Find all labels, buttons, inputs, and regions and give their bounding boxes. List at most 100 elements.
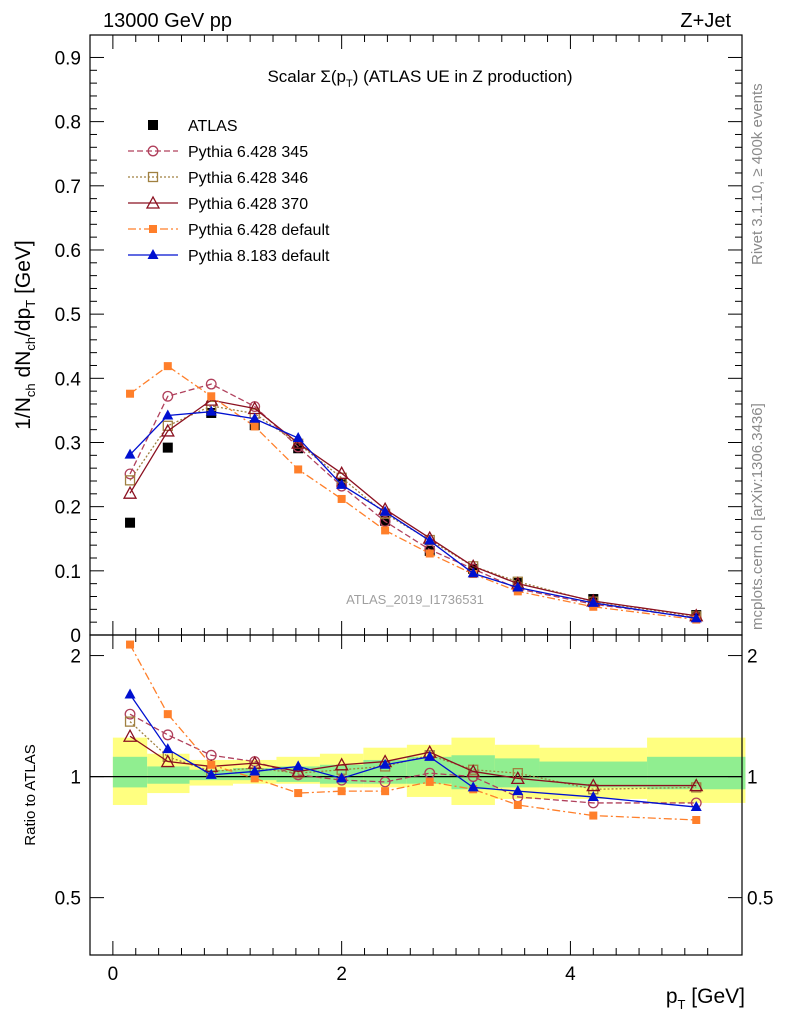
band-inner-bin	[112, 756, 148, 788]
data-point	[162, 729, 174, 741]
data-point	[467, 781, 479, 792]
data-point	[294, 465, 303, 474]
data-point	[587, 790, 599, 801]
plot-title-suffix: ) (ATLAS UE in Z production)	[353, 67, 573, 86]
data-point	[162, 390, 174, 402]
data-point	[424, 750, 436, 761]
ratio-frame	[89, 634, 743, 956]
series-atlas	[125, 407, 702, 621]
data-point	[510, 770, 525, 785]
xtick-label: 2	[336, 964, 347, 985]
series-line	[129, 405, 697, 618]
data-point	[205, 378, 217, 390]
data-point	[381, 526, 390, 535]
legend-label: Pythia 6.428 345	[188, 144, 308, 161]
data-point	[160, 423, 175, 437]
series-line	[129, 399, 697, 617]
xtick-label: 0	[108, 964, 119, 985]
data-point	[162, 409, 174, 420]
legend-entry-p345: Pythia 6.428 345	[128, 144, 308, 161]
ratio-ylabel: Ratio to ATLAS	[22, 744, 39, 845]
legend-label: Pythia 6.428 370	[188, 196, 308, 213]
legend: ATLAS Pythia 6.428 345 Pythia 6.428 346 Pyt…	[128, 118, 330, 265]
data-point	[124, 688, 136, 699]
top-ytick-label: 0.3	[55, 433, 81, 454]
top-ytick-label: 0	[70, 626, 81, 647]
mcplots-label: mcplots.cern.ch [arXiv:1306.3436]	[749, 403, 766, 630]
data-point	[149, 225, 157, 233]
data-point	[379, 776, 391, 788]
data-point	[124, 448, 136, 459]
legend-entry-atlas: ATLAS	[148, 118, 238, 135]
data-point	[160, 754, 175, 768]
ratio-line	[129, 721, 697, 790]
legend-label: Pythia 8.183 default	[188, 248, 330, 265]
data-point	[334, 757, 349, 771]
data-point	[162, 442, 173, 453]
top-ytick-label: 0.9	[55, 48, 81, 69]
series-line	[129, 365, 697, 621]
data-point	[467, 567, 479, 578]
data-point	[466, 764, 481, 778]
ratio-ytick-label: 0.5	[55, 889, 81, 910]
ratio-line	[129, 713, 697, 804]
data-point	[425, 549, 434, 558]
ratio-ytick-label-right: 1	[747, 768, 758, 789]
data-point	[147, 249, 159, 259]
data-point	[250, 774, 259, 783]
data-point	[162, 743, 174, 754]
header-right: Z+Jet	[680, 10, 731, 32]
data-point	[122, 485, 138, 499]
top-ytick-label: 0.7	[55, 177, 81, 198]
series-p346	[124, 400, 702, 622]
series-line	[129, 411, 697, 619]
ratio-uncertainty-bands	[90, 737, 746, 805]
header-left: 13000 GeV pp	[103, 10, 232, 32]
top-ylabel: 1/Nch dNch/dpT [GeV]	[12, 240, 38, 430]
data-point	[294, 789, 303, 798]
data-point	[589, 811, 598, 820]
ratio-line	[129, 735, 697, 787]
data-point	[147, 171, 159, 183]
ratio-series-p8def	[124, 688, 702, 812]
data-point	[145, 195, 161, 209]
legend-label: ATLAS	[188, 118, 238, 135]
data-point	[692, 815, 701, 824]
data-point	[207, 392, 216, 401]
x-axis-label: pT [GeV]	[666, 985, 745, 1012]
legend-entry-p6def: Pythia 6.428 default	[128, 222, 330, 239]
ratio-ytick-label: 1	[70, 768, 81, 789]
data-point	[336, 478, 348, 489]
top-ytick-label: 0.1	[55, 562, 81, 583]
ratio-series-layer	[122, 640, 704, 824]
data-point	[124, 708, 136, 720]
data-point	[124, 475, 136, 486]
data-point	[512, 581, 524, 592]
top-ytick-label: 0.5	[55, 305, 81, 326]
ratio-ytick-label-right: 2	[747, 647, 758, 668]
data-point	[205, 768, 217, 779]
data-point	[292, 431, 304, 442]
data-point	[126, 640, 135, 649]
data-point	[148, 120, 158, 130]
data-point	[291, 764, 306, 778]
data-point	[424, 534, 436, 545]
data-point	[512, 767, 523, 779]
data-point	[250, 422, 259, 431]
data-point	[512, 785, 524, 796]
data-point	[163, 362, 172, 371]
data-point	[163, 710, 172, 719]
legend-label: Pythia 6.428 346	[188, 170, 308, 187]
data-point	[587, 596, 599, 607]
data-point	[249, 412, 261, 423]
top-series-layer	[122, 362, 704, 624]
top-ytick-label: 0.2	[55, 498, 81, 519]
data-point	[690, 801, 702, 812]
data-point	[122, 728, 138, 742]
data-point	[425, 777, 434, 786]
xtick-label: 4	[565, 964, 576, 985]
band-inner-bin	[647, 756, 746, 790]
ratio-ytick-label: 2	[70, 647, 81, 668]
band-inner-bin	[363, 759, 407, 784]
